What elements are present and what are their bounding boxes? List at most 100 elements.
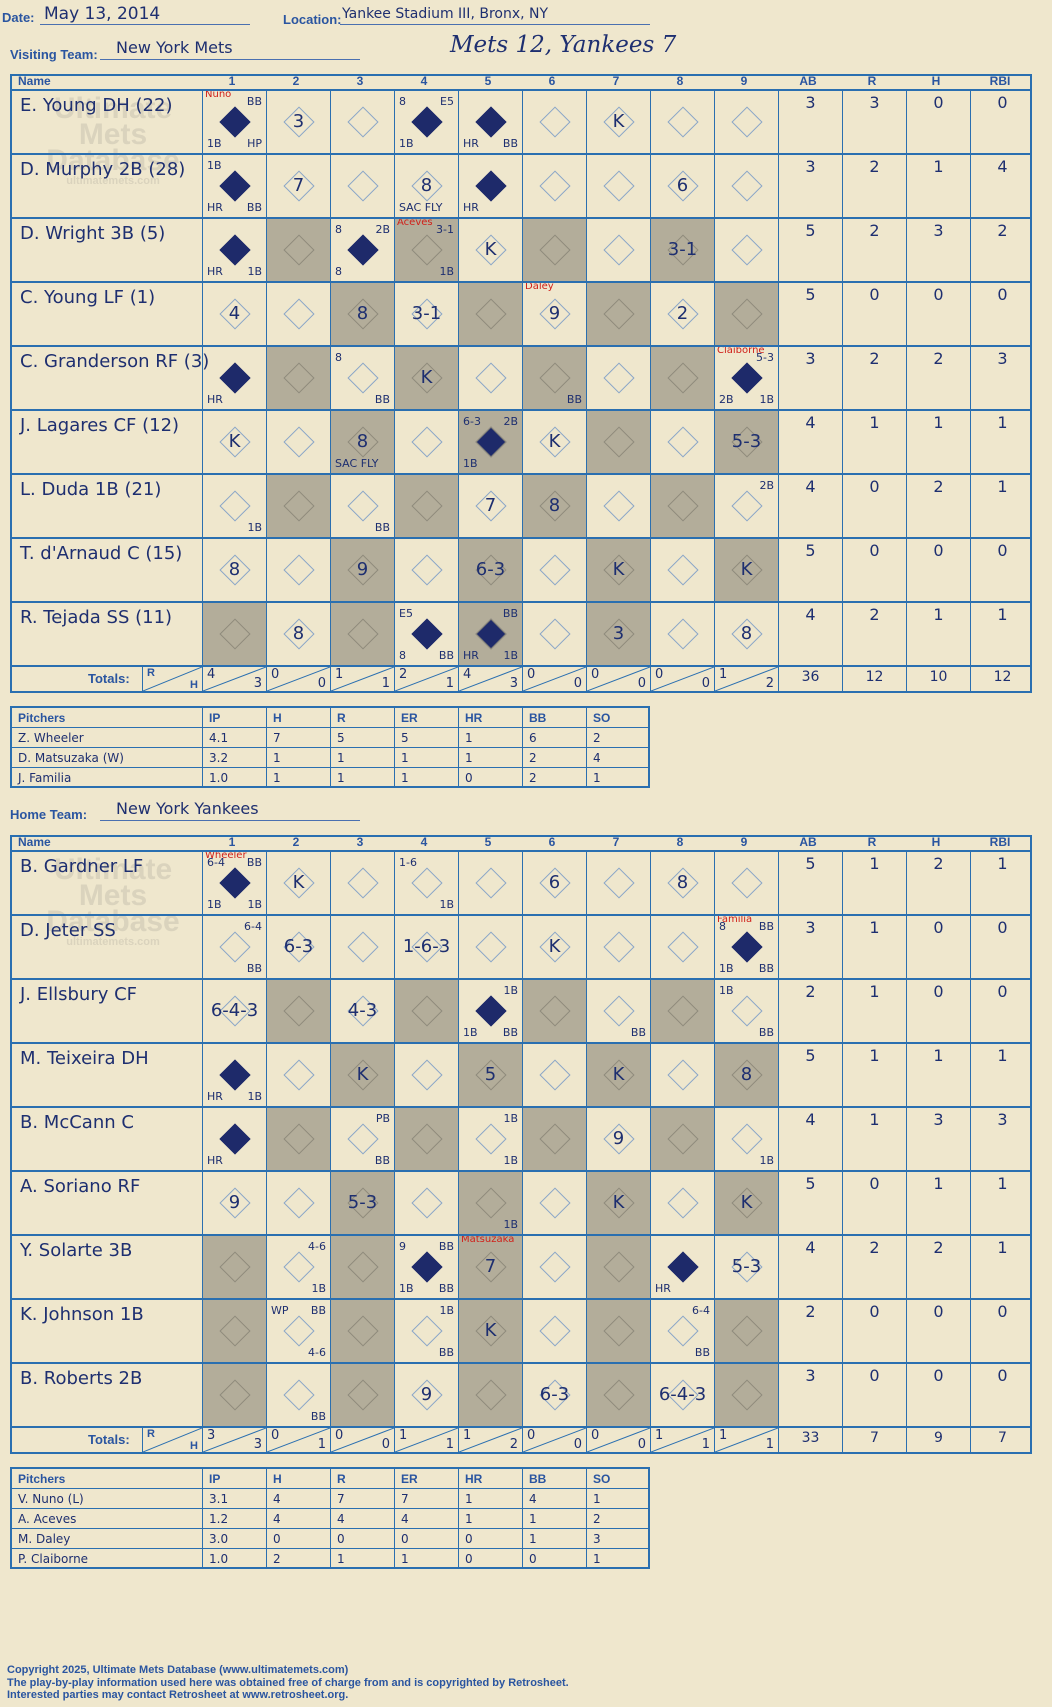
at-bat-cell[interactable]: 6-3 — [522, 1364, 586, 1426]
at-bat-cell[interactable] — [522, 1300, 586, 1362]
at-bat-cell[interactable]: BB — [330, 475, 394, 537]
at-bat-cell[interactable] — [586, 475, 650, 537]
at-bat-cell[interactable] — [714, 1300, 778, 1362]
at-bat-cell[interactable] — [266, 1044, 330, 1106]
at-bat-cell[interactable]: K — [714, 1172, 778, 1234]
at-bat-cell[interactable]: 8 — [266, 603, 330, 665]
at-bat-cell[interactable]: 6-4-3 — [650, 1364, 714, 1426]
at-bat-cell[interactable]: K — [330, 1044, 394, 1106]
at-bat-cell[interactable]: 6-4 BB 1B 1B Wheeler — [202, 852, 266, 914]
at-bat-cell[interactable] — [266, 539, 330, 601]
at-bat-cell[interactable] — [266, 411, 330, 473]
at-bat-cell[interactable]: 5-3 — [714, 411, 778, 473]
at-bat-cell[interactable]: BB HR 1B — [458, 603, 522, 665]
at-bat-cell[interactable] — [522, 1172, 586, 1234]
at-bat-cell[interactable]: 1B HR BB — [202, 155, 266, 217]
at-bat-cell[interactable] — [586, 852, 650, 914]
at-bat-cell[interactable]: 5-3 2B 1B Claiborne — [714, 347, 778, 409]
at-bat-cell[interactable] — [202, 1300, 266, 1362]
at-bat-cell[interactable] — [202, 1364, 266, 1426]
at-bat-cell[interactable] — [394, 411, 458, 473]
at-bat-cell[interactable]: 5-3 — [714, 1236, 778, 1298]
at-bat-cell[interactable]: 6-4 BB — [202, 916, 266, 978]
at-bat-cell[interactable] — [586, 916, 650, 978]
at-bat-cell[interactable] — [394, 475, 458, 537]
at-bat-cell[interactable] — [330, 1236, 394, 1298]
at-bat-cell[interactable]: K — [522, 916, 586, 978]
at-bat-cell[interactable]: K — [586, 1172, 650, 1234]
at-bat-cell[interactable]: HR — [458, 155, 522, 217]
at-bat-cell[interactable] — [394, 1108, 458, 1170]
at-bat-cell[interactable]: 1B BB — [394, 1300, 458, 1362]
at-bat-cell[interactable] — [650, 539, 714, 601]
at-bat-cell[interactable] — [266, 1172, 330, 1234]
at-bat-cell[interactable]: 1B 1B — [458, 1108, 522, 1170]
at-bat-cell[interactable]: 6 — [650, 155, 714, 217]
at-bat-cell[interactable] — [586, 283, 650, 345]
at-bat-cell[interactable]: 6-3 2B 1B — [458, 411, 522, 473]
at-bat-cell[interactable] — [586, 347, 650, 409]
at-bat-cell[interactable] — [714, 219, 778, 281]
at-bat-cell[interactable]: K — [202, 411, 266, 473]
at-bat-cell[interactable] — [586, 155, 650, 217]
at-bat-cell[interactable]: 1-6-3 — [394, 916, 458, 978]
at-bat-cell[interactable] — [586, 219, 650, 281]
at-bat-cell[interactable] — [458, 347, 522, 409]
at-bat-cell[interactable]: 6 — [522, 852, 586, 914]
at-bat-cell[interactable]: 9 BB 1B BB — [394, 1236, 458, 1298]
at-bat-cell[interactable] — [586, 1364, 650, 1426]
at-bat-cell[interactable]: BB — [522, 347, 586, 409]
at-bat-cell[interactable] — [650, 91, 714, 153]
at-bat-cell[interactable]: 6-3 — [266, 916, 330, 978]
at-bat-cell[interactable] — [266, 219, 330, 281]
at-bat-cell[interactable] — [714, 852, 778, 914]
at-bat-cell[interactable] — [522, 219, 586, 281]
at-bat-cell[interactable] — [650, 475, 714, 537]
at-bat-cell[interactable]: HR — [202, 1108, 266, 1170]
at-bat-cell[interactable] — [458, 1364, 522, 1426]
at-bat-cell[interactable] — [650, 411, 714, 473]
at-bat-cell[interactable] — [522, 1044, 586, 1106]
at-bat-cell[interactable] — [458, 852, 522, 914]
at-bat-cell[interactable]: 8 BB 1B BB Familia — [714, 916, 778, 978]
at-bat-cell[interactable] — [266, 475, 330, 537]
at-bat-cell[interactable]: 3-1 — [394, 283, 458, 345]
at-bat-cell[interactable] — [330, 603, 394, 665]
at-bat-cell[interactable]: 8 — [522, 475, 586, 537]
at-bat-cell[interactable]: HR 1B — [202, 1044, 266, 1106]
at-bat-cell[interactable] — [522, 980, 586, 1042]
at-bat-cell[interactable] — [330, 852, 394, 914]
at-bat-cell[interactable] — [650, 980, 714, 1042]
at-bat-cell[interactable]: 3-1 1B Aceves — [394, 219, 458, 281]
at-bat-cell[interactable] — [650, 1044, 714, 1106]
at-bat-cell[interactable] — [522, 155, 586, 217]
at-bat-cell[interactable] — [650, 603, 714, 665]
at-bat-cell[interactable] — [202, 1236, 266, 1298]
at-bat-cell[interactable] — [650, 1172, 714, 1234]
at-bat-cell[interactable] — [586, 1300, 650, 1362]
at-bat-cell[interactable]: K — [458, 1300, 522, 1362]
at-bat-cell[interactable]: 1B — [458, 1172, 522, 1234]
at-bat-cell[interactable] — [266, 1108, 330, 1170]
at-bat-cell[interactable]: 6-4-3 — [202, 980, 266, 1042]
at-bat-cell[interactable]: K — [586, 539, 650, 601]
at-bat-cell[interactable]: PB BB — [330, 1108, 394, 1170]
at-bat-cell[interactable] — [266, 283, 330, 345]
at-bat-cell[interactable]: 8 — [202, 539, 266, 601]
at-bat-cell[interactable]: 9 — [586, 1108, 650, 1170]
at-bat-cell[interactable] — [650, 916, 714, 978]
at-bat-cell[interactable]: BB — [266, 1364, 330, 1426]
at-bat-cell[interactable]: BB — [586, 980, 650, 1042]
at-bat-cell[interactable]: 7 Matsuzaka — [458, 1236, 522, 1298]
at-bat-cell[interactable]: 8 — [714, 1044, 778, 1106]
at-bat-cell[interactable] — [330, 91, 394, 153]
at-bat-cell[interactable]: 8 — [330, 283, 394, 345]
at-bat-cell[interactable]: 8 SAC FLY — [394, 155, 458, 217]
at-bat-cell[interactable] — [330, 1364, 394, 1426]
at-bat-cell[interactable]: 4 — [202, 283, 266, 345]
at-bat-cell[interactable] — [330, 155, 394, 217]
at-bat-cell[interactable] — [714, 1364, 778, 1426]
at-bat-cell[interactable]: 2B — [714, 475, 778, 537]
at-bat-cell[interactable]: 8 BB — [330, 347, 394, 409]
at-bat-cell[interactable] — [266, 347, 330, 409]
